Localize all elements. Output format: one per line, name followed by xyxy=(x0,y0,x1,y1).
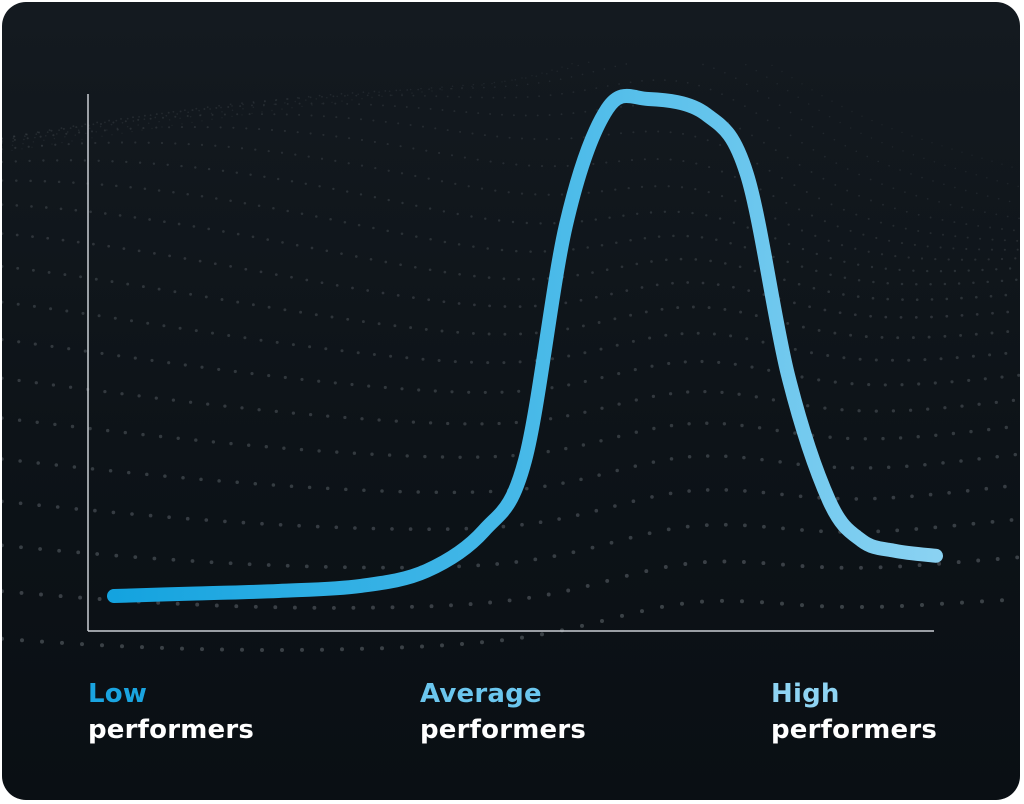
category-accent-high: High xyxy=(771,679,840,709)
category-text-average: performers xyxy=(420,715,587,745)
category-accent-low: Low xyxy=(88,679,148,709)
dot-wave-background xyxy=(2,61,1020,652)
category-label-high: High performers xyxy=(771,676,937,748)
category-text-low: performers xyxy=(88,715,255,745)
performance-curve-line xyxy=(107,88,943,603)
category-accent-average: Average xyxy=(420,679,542,709)
category-text-high: performers xyxy=(771,715,938,745)
category-label-average: Average performers xyxy=(420,676,586,748)
category-label-low: Low performers xyxy=(88,676,254,748)
